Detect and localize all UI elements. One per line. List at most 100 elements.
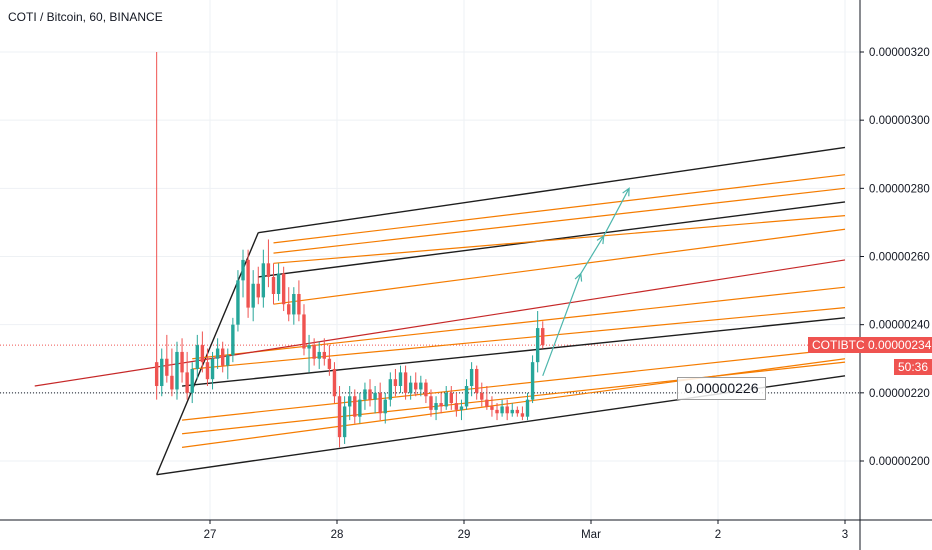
candle-down (322, 338, 326, 366)
candle-up (210, 351, 215, 390)
candle-body (414, 382, 418, 390)
x-tick-label: 27 (204, 529, 217, 541)
arrowhead (574, 272, 583, 282)
candle-up (226, 348, 230, 380)
candle-body (276, 273, 281, 294)
candle-body (505, 406, 509, 414)
candle-body (221, 348, 225, 366)
candle-body (373, 392, 377, 400)
candle-body (393, 379, 398, 387)
candle-body (388, 379, 393, 400)
candle-body (449, 392, 453, 404)
candle-down (393, 368, 398, 397)
candle-body (439, 403, 443, 407)
y-tick-label: 0.00000260 (869, 252, 930, 264)
candle-up (408, 375, 413, 400)
candle-up (500, 399, 504, 417)
candle-up (525, 392, 530, 421)
candle-down (154, 52, 159, 400)
candle-down (520, 406, 525, 421)
candle-body (480, 392, 484, 400)
candle-down (185, 351, 189, 400)
candle-up (231, 317, 235, 363)
candle-body (403, 372, 408, 393)
candle-body (287, 304, 291, 315)
candle-up (317, 341, 321, 369)
candle-body (495, 409, 499, 414)
candle-body (231, 324, 235, 356)
candle-up (388, 372, 393, 407)
candle-up (363, 382, 367, 410)
candle-up (215, 338, 220, 369)
price-annotation-box[interactable]: 0.00000226 (677, 377, 766, 400)
symbol-tag: COTIBTC (808, 337, 869, 353)
candle-body (515, 409, 520, 414)
candle-body (485, 399, 489, 407)
candle-down (424, 379, 428, 404)
countdown-tag: 50:36 (894, 359, 932, 375)
candle-body (378, 392, 382, 414)
candle-up (464, 379, 469, 410)
candle-down (271, 263, 276, 305)
x-tick-label: 2 (715, 529, 721, 541)
candle-body (180, 351, 184, 373)
candle-up (160, 348, 164, 397)
candle-body (170, 375, 174, 390)
candle-body (444, 392, 448, 407)
candle-body (266, 263, 271, 277)
candle-body (348, 396, 352, 407)
candle-down (414, 372, 418, 397)
candle-body (535, 328, 540, 363)
projection-arrow-line (542, 188, 630, 377)
x-tick-label: 29 (458, 529, 471, 541)
channel-line-orange (273, 215, 846, 264)
candle-body (500, 406, 504, 414)
candle-body (459, 406, 464, 410)
candle-down (490, 396, 494, 417)
candle-body (530, 362, 535, 400)
candle-down (439, 392, 443, 414)
candle-body (424, 382, 428, 397)
candle-body (541, 328, 545, 346)
candle-body (322, 351, 326, 359)
candle-body (160, 358, 164, 387)
candle-down (429, 389, 433, 417)
candle-down (205, 348, 210, 387)
chart-title: COTI / Bitcoin, 60, BINANCE (8, 10, 163, 24)
candle-body (165, 358, 169, 376)
candle-body (190, 368, 194, 393)
candle-body (454, 403, 459, 410)
candle-body (200, 345, 205, 363)
candle-down (332, 362, 337, 404)
candle-up (383, 392, 387, 424)
candle-down (505, 399, 509, 421)
candle-down (368, 379, 372, 407)
candle-body (429, 396, 433, 410)
candle-down (485, 386, 489, 410)
candle-up (434, 396, 438, 421)
candle-up (444, 386, 448, 410)
candle-body (353, 396, 357, 417)
candle-down (378, 382, 382, 421)
candle-up (195, 334, 199, 380)
y-tick-label: 0.00000280 (869, 183, 930, 195)
channel-line-orange (181, 347, 846, 421)
candle-body (398, 372, 403, 387)
candle-up (510, 403, 514, 417)
candle-body (464, 386, 469, 407)
candle-body (337, 396, 342, 438)
candle-down (180, 338, 184, 383)
candle-up (276, 263, 281, 301)
candle-up (236, 270, 240, 332)
candle-down (515, 406, 520, 417)
channel-line-black (258, 201, 846, 278)
channel-line-orange (273, 228, 846, 305)
candle-down (495, 403, 499, 421)
candle-down (312, 338, 316, 366)
candle-body (358, 399, 362, 417)
candle-body (246, 259, 250, 308)
candle-down (165, 334, 169, 383)
candle-body (251, 283, 255, 308)
